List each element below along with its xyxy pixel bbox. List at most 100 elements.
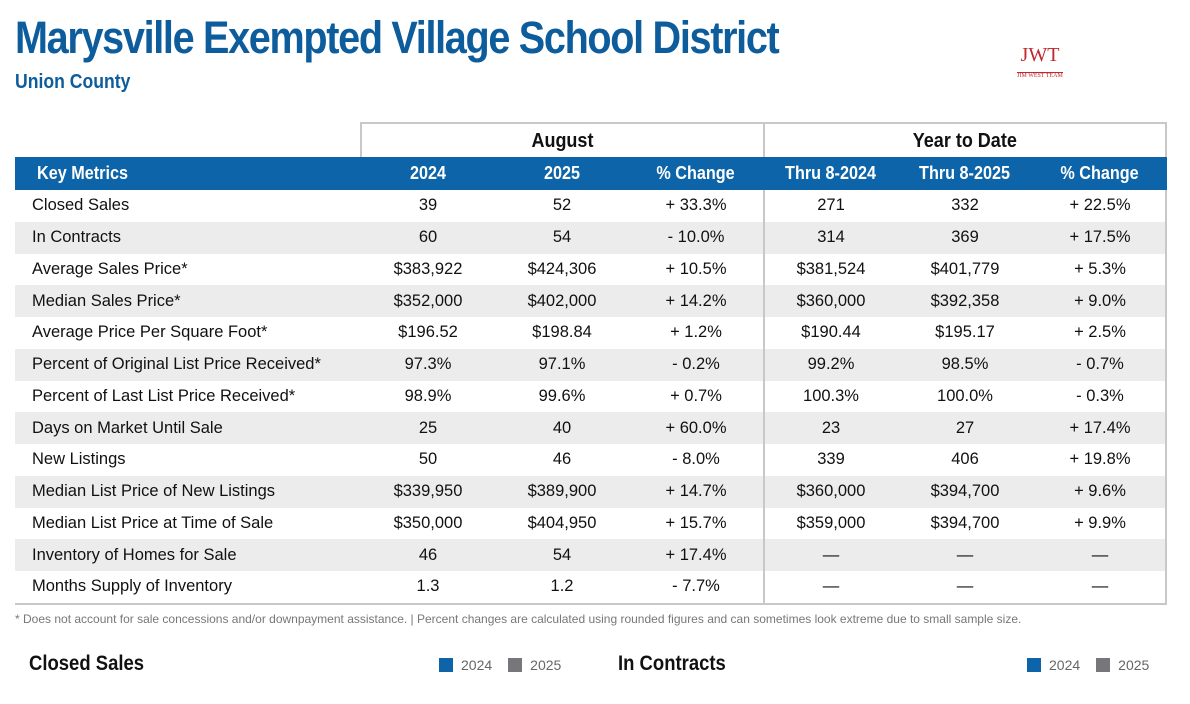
- table-header-row: Key Metrics 2024 2025 % Change Thru 8-2024 Th…: [15, 157, 1167, 190]
- table-row: Median Sales Price* $352,000 $402,000 + 14.…: [15, 285, 1167, 317]
- table-cell: $190.44: [801, 323, 861, 342]
- jim-west-team-logo: JWT JIM WEST TEAM: [1005, 44, 1075, 82]
- logo-subtext: JIM WEST TEAM: [1017, 72, 1063, 79]
- table-row: Median List Price at Time of Sale $350,00…: [15, 508, 1167, 540]
- table-cell: + 17.4%: [665, 545, 727, 564]
- metric-label: Closed Sales: [32, 196, 130, 215]
- table-cell: 100.3%: [803, 386, 859, 405]
- table-cell: 27: [955, 418, 975, 437]
- table-cell: $381,524: [796, 259, 866, 278]
- table-cell: 52: [552, 196, 572, 215]
- table-cell: 40: [552, 418, 572, 437]
- divider: [360, 122, 362, 157]
- table-cell: + 60.0%: [665, 418, 727, 437]
- table-cell: —: [1091, 577, 1109, 596]
- table-cell: + 17.5%: [1069, 228, 1131, 247]
- legend-label: 2024: [461, 657, 493, 673]
- table-cell: 97.1%: [538, 355, 586, 374]
- table-cell: + 14.7%: [665, 482, 727, 501]
- metric-label: Days on Market Until Sale: [32, 418, 223, 437]
- table-cell: + 19.8%: [1069, 450, 1131, 469]
- table-cell: - 7.7%: [672, 577, 720, 596]
- table-cell: 98.5%: [941, 355, 989, 374]
- column-header: 2025: [543, 163, 581, 183]
- table-cell: 271: [817, 196, 845, 215]
- metric-label: In Contracts: [32, 228, 121, 247]
- table-cell: + 9.6%: [1074, 482, 1126, 501]
- table-cell: $195.17: [935, 323, 995, 342]
- table-cell: 46: [552, 450, 572, 469]
- table-cell: + 9.9%: [1074, 513, 1126, 532]
- table-cell: $394,700: [930, 513, 1000, 532]
- table-row: Average Sales Price* $383,922 $424,306 + 10…: [15, 254, 1167, 286]
- table-cell: 54: [552, 228, 572, 247]
- table-row: New Listings 50 46 - 8.0% 339 406 + 19.8%: [15, 444, 1167, 476]
- table-cell: 339: [817, 450, 845, 469]
- table-cell: 60: [418, 228, 438, 247]
- column-header: Thru 8-2024: [785, 163, 877, 183]
- table-cell: —: [956, 545, 974, 564]
- table-cell: + 15.7%: [665, 513, 727, 532]
- table-cell: 1.2: [550, 577, 574, 596]
- table-cell: $196.52: [398, 323, 458, 342]
- table-cell: + 1.2%: [670, 323, 722, 342]
- table-cell: - 0.2%: [672, 355, 720, 374]
- metric-label: Percent of Original List Price Received*: [32, 355, 321, 374]
- table-cell: 97.3%: [404, 355, 452, 374]
- table-cell: + 0.7%: [670, 386, 722, 405]
- column-header: Key Metrics: [37, 163, 129, 183]
- table-cell: 1.3: [416, 577, 440, 596]
- table-cell: 99.6%: [538, 386, 586, 405]
- divider: [15, 602, 1167, 605]
- table-cell: 39: [418, 196, 438, 215]
- table-cell: + 9.0%: [1074, 291, 1126, 310]
- table-cell: —: [956, 577, 974, 596]
- table-cell: - 0.7%: [1076, 355, 1124, 374]
- page-subtitle: Union County: [15, 71, 131, 93]
- column-header: 2024: [409, 163, 447, 183]
- legend-swatch-2024: [1027, 658, 1041, 672]
- legend-swatch-2025: [1096, 658, 1111, 672]
- table-cell: $360,000: [796, 482, 866, 501]
- table-cell: + 17.4%: [1069, 418, 1131, 437]
- table-row: Average Price Per Square Foot* $196.52 $19…: [15, 317, 1167, 349]
- legend-swatch-2024: [439, 658, 453, 672]
- table-cell: + 33.3%: [665, 196, 727, 215]
- table-cell: —: [822, 545, 840, 564]
- metric-label: Median List Price at Time of Sale: [32, 513, 274, 532]
- table-cell: 369: [951, 228, 979, 247]
- metric-label: Average Price Per Square Foot*: [32, 323, 268, 342]
- table-cell: $389,900: [527, 482, 597, 501]
- table-cell: $401,779: [930, 259, 1000, 278]
- closed-sales-chart-title: Closed Sales: [29, 652, 145, 675]
- table-cell: $404,950: [527, 513, 597, 532]
- table-cell: $424,306: [527, 259, 597, 278]
- table-cell: —: [822, 577, 840, 596]
- divider: [763, 190, 765, 603]
- in-contracts-chart-title: In Contracts: [618, 652, 726, 675]
- table-cell: + 22.5%: [1069, 196, 1131, 215]
- closed-sales-legend: 2024 2025: [439, 657, 561, 673]
- table-row: Percent of Original List Price Received*…: [15, 348, 1167, 381]
- table-cell: $359,000: [796, 513, 866, 532]
- table-cell: 406: [951, 450, 979, 469]
- table-cell: $352,000: [393, 291, 463, 310]
- group-header-ytd: Year to Date: [763, 122, 1167, 157]
- column-header: % Change: [1060, 163, 1140, 183]
- table-row: In Contracts 60 54 - 10.0% 314 369 + 17.5%: [15, 221, 1167, 254]
- table-cell: —: [1091, 545, 1109, 564]
- table-cell: $339,950: [393, 482, 463, 501]
- table-cell: $360,000: [796, 291, 866, 310]
- column-header: Thru 8-2025: [919, 163, 1011, 183]
- table-cell: 100.0%: [937, 386, 993, 405]
- table-row: Closed Sales 39 52 + 33.3% 271 332 + 22.5%: [15, 190, 1167, 222]
- table-cell: - 0.3%: [1076, 386, 1124, 405]
- logo-mark: JWT: [1020, 44, 1060, 66]
- table-cell: 332: [951, 196, 979, 215]
- in-contracts-legend: 2024 2025: [1027, 657, 1149, 673]
- table-cell: + 5.3%: [1074, 259, 1126, 278]
- metric-label: Percent of Last List Price Received*: [32, 386, 296, 405]
- legend-label: 2025: [530, 657, 562, 673]
- divider: [1165, 190, 1167, 603]
- table-cell: 23: [821, 418, 841, 437]
